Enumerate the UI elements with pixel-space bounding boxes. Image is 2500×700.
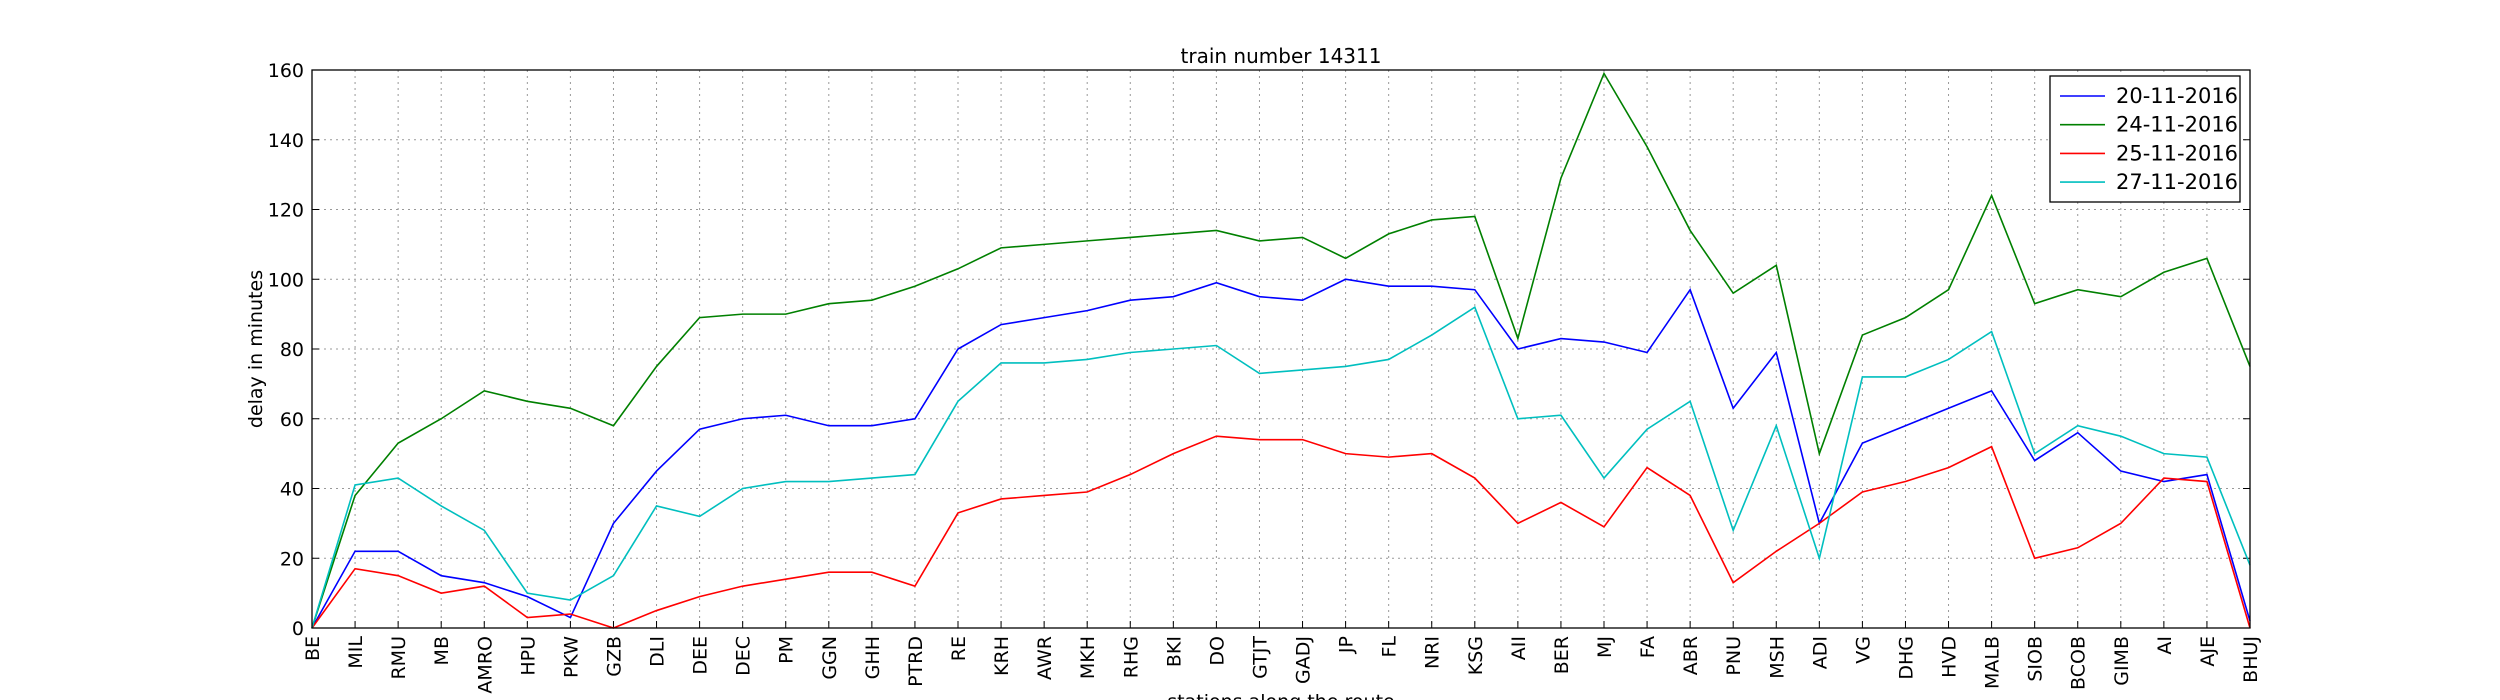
- x-tick-label: NRI: [1422, 636, 1444, 669]
- x-tick-label: PM: [776, 636, 798, 664]
- x-tick-label: HPU: [517, 636, 539, 676]
- x-tick-label: MALB: [1982, 636, 2004, 689]
- x-tick-label: MIL: [345, 636, 367, 669]
- chart-title: train number 14311: [1181, 44, 1382, 68]
- legend-label: 20-11-2016: [2116, 84, 2238, 108]
- x-tick-label: JP: [1336, 636, 1358, 654]
- x-tick-label: BER: [1551, 636, 1573, 674]
- x-tick-label: DEC: [733, 636, 755, 676]
- x-tick-label: RMU: [388, 636, 410, 680]
- y-tick-label: 80: [280, 339, 304, 361]
- x-tick-label: VG: [1852, 636, 1874, 664]
- y-tick-label: 0: [292, 618, 304, 640]
- x-tick-label: PTRD: [905, 636, 927, 687]
- x-tick-label: BHUJ: [2240, 636, 2262, 683]
- x-tick-label: GZB: [603, 636, 625, 677]
- legend-label: 24-11-2016: [2116, 113, 2238, 137]
- y-tick-label: 120: [268, 200, 304, 222]
- x-tick-label: GGN: [819, 636, 841, 680]
- x-tick-label: AII: [1508, 636, 1530, 660]
- series-line: [311, 278, 2251, 629]
- x-tick-label: KRH: [991, 636, 1013, 676]
- x-tick-label: AMRO: [474, 636, 496, 694]
- legend-label: 25-11-2016: [2116, 141, 2238, 165]
- x-tick-label: AWR: [1034, 636, 1056, 680]
- y-tick-label: 140: [268, 130, 304, 152]
- x-tick-label: PNU: [1723, 636, 1745, 676]
- x-tick-label: MSH: [1766, 636, 1788, 679]
- x-tick-label: RHG: [1120, 636, 1142, 678]
- y-tick-label: 20: [280, 548, 304, 570]
- x-tick-label: PKW: [560, 636, 582, 678]
- x-tick-label: HVD: [1939, 636, 1961, 678]
- series-line: [311, 305, 2251, 629]
- x-tick-label: MJ: [1594, 636, 1616, 658]
- x-tick-label: DEE: [690, 636, 712, 675]
- x-tick-label: BE: [302, 636, 324, 661]
- y-axis-label: delay in minutes: [245, 270, 267, 428]
- plot-frame: [311, 69, 2251, 629]
- x-tick-label: SIOB: [2025, 636, 2047, 682]
- y-tick-label: 160: [268, 60, 304, 82]
- x-tick-label: MB: [431, 636, 453, 665]
- x-tick-label: KSG: [1465, 636, 1487, 675]
- x-tick-label: ABR: [1680, 636, 1702, 675]
- x-tick-label: AI: [2154, 636, 2176, 655]
- y-tick-label: 100: [268, 269, 304, 291]
- x-tick-label: GTJT: [1249, 636, 1271, 679]
- x-tick-label: FL: [1379, 636, 1401, 658]
- y-tick-label: 60: [280, 409, 304, 431]
- legend-label: 27-11-2016: [2116, 170, 2238, 194]
- series-line: [311, 71, 2251, 629]
- y-tick-label: 40: [280, 479, 304, 501]
- x-tick-label: BCOB: [2068, 636, 2090, 690]
- x-tick-label: ADI: [1809, 636, 1831, 669]
- x-tick-label: GADJ: [1293, 636, 1315, 684]
- x-tick-label: BKI: [1163, 636, 1185, 667]
- x-tick-label: RE: [948, 636, 970, 661]
- x-tick-label: MKH: [1077, 636, 1099, 679]
- x-tick-label: FA: [1637, 636, 1659, 658]
- x-tick-label: AJE: [2197, 636, 2219, 667]
- legend-box: [2049, 75, 2241, 203]
- x-axis-label: stations along the route: [1167, 691, 1394, 700]
- x-tick-label: DLI: [647, 636, 669, 667]
- series-line: [311, 435, 2251, 629]
- x-tick-label: DO: [1206, 636, 1228, 666]
- x-tick-label: GIMB: [2111, 636, 2133, 686]
- x-tick-label: GHH: [862, 636, 884, 679]
- x-tick-label: DHG: [1895, 636, 1917, 680]
